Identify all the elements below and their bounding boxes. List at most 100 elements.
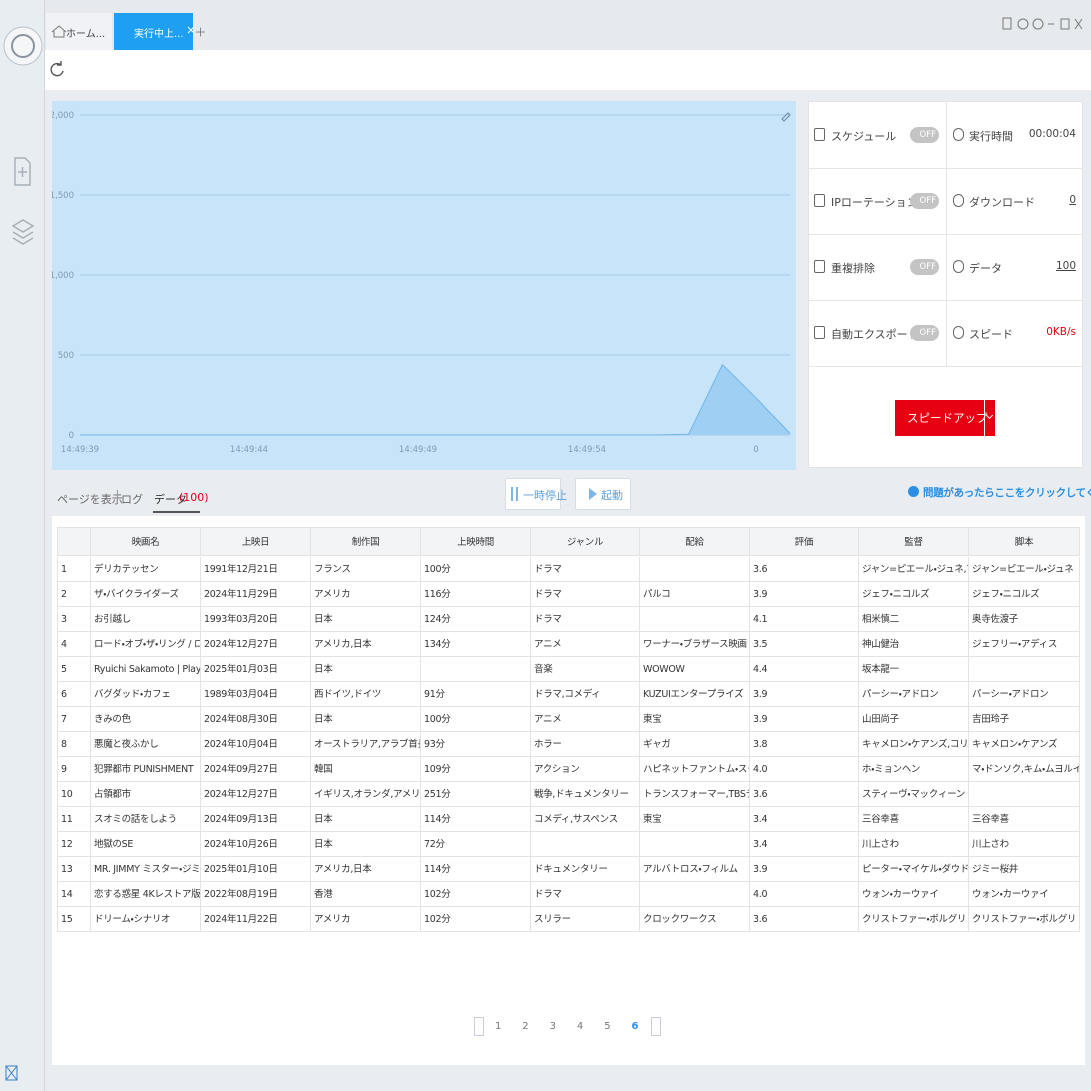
stat-icon	[953, 326, 964, 339]
logo-mark	[11, 34, 35, 58]
table-cell: 東宝	[640, 807, 750, 832]
table-cell: アメリカ,日本	[311, 857, 421, 882]
table-cell: 日本	[311, 832, 421, 857]
table-cell: キャメロン・ケアンズ	[969, 732, 1080, 757]
maximize[interactable]	[1060, 18, 1070, 30]
table-cell: ザ・バイクライダーズ	[91, 582, 201, 607]
table-cell: ジェフリー・アディス	[969, 632, 1080, 657]
dropdown-arrow	[985, 411, 994, 420]
x-tick-label: 0	[753, 445, 758, 455]
page-link[interactable]: 2	[522, 1021, 529, 1032]
table-cell: 神山健治	[859, 632, 969, 657]
table-cell: オーストラリア,アラブ首長国連邦	[311, 732, 421, 757]
table-cell: 三谷幸喜	[969, 807, 1080, 832]
table-cell: アルバトロス・フィルム	[640, 857, 750, 882]
table-cell: 2024年09月27日	[201, 757, 311, 782]
refresh-icon[interactable]	[45, 50, 75, 90]
stat-value[interactable]: 0	[1069, 194, 1076, 206]
table-cell: ジャン=ピエール・ジュネ	[969, 557, 1080, 582]
table-cell: 2024年10月26日	[201, 832, 311, 857]
stat-icon	[814, 326, 825, 339]
table-cell: イギリス,オランダ,アメリカ	[311, 782, 421, 807]
header-cell: 脚本	[969, 527, 1080, 556]
stat-icon	[953, 194, 964, 207]
help-icon[interactable]	[1017, 18, 1029, 30]
stat-label: スケジュール	[831, 130, 897, 143]
table-cell: きみの色	[91, 707, 201, 732]
y-tick-label: 2,000	[52, 111, 74, 121]
header-cell: 評価	[750, 527, 859, 556]
tab[interactable]: ホーム...	[46, 13, 112, 50]
table-cell: 川上さわ	[969, 832, 1080, 857]
bottom-icon[interactable]	[5, 1065, 18, 1081]
table-panel: 映画名 上映日 制作国 上映時間 ジャンル 配給 評価 監督 脚本 1 デリカテッセン 1991年12…	[52, 516, 1085, 1065]
table-cell: 2024年08月30日	[201, 707, 311, 732]
window-chrome	[51, 17, 1083, 38]
tab-underline	[153, 511, 200, 513]
tab-label: ホーム...	[66, 29, 106, 40]
table-cell	[640, 832, 750, 857]
table-cell: 東宝	[640, 707, 750, 732]
new-task-icon[interactable]	[14, 157, 31, 186]
table-cell: 3	[57, 607, 91, 632]
view-tab[interactable]: ページを表示	[57, 493, 123, 506]
table-cell: 3.4	[750, 832, 859, 857]
toggle[interactable]: OFF	[910, 127, 939, 143]
table-cell: 15	[57, 907, 91, 932]
speed-up-button[interactable]: スピードアップ	[895, 400, 995, 436]
table-cell: 3.6	[750, 907, 859, 932]
settings-icon[interactable]	[1032, 18, 1044, 30]
table-cell: 3.5	[750, 632, 859, 657]
page-link[interactable]: 4	[576, 1021, 584, 1032]
table-cell: デリカテッセン	[91, 557, 201, 582]
page-current[interactable]: 6	[631, 1021, 639, 1032]
table-cell: 恋する惑星 4Kレストア版	[91, 882, 201, 907]
start-button[interactable]: 起動	[575, 478, 631, 510]
tab-close[interactable]	[187, 26, 195, 34]
home-icon	[51, 25, 67, 38]
tab-active[interactable]: 実行中上...	[114, 13, 193, 50]
gift-icon[interactable]	[1002, 17, 1012, 30]
play-icon	[589, 488, 597, 500]
table-cell: アニメ	[531, 707, 640, 732]
table-cell: ウォン・カーウァイ	[969, 882, 1080, 907]
view-tab[interactable]: ログ	[121, 493, 143, 506]
page-link[interactable]: 3	[549, 1021, 556, 1032]
next-page[interactable]	[651, 1017, 661, 1036]
toggle[interactable]: OFF	[910, 193, 939, 209]
table-cell: 川上さわ	[859, 832, 969, 857]
layers-icon[interactable]	[11, 219, 35, 245]
pause-button[interactable]: 一時停止	[505, 478, 567, 510]
table-cell: 10	[57, 782, 91, 807]
table-cell: 三谷幸喜	[859, 807, 969, 832]
edit-icon[interactable]	[781, 112, 791, 122]
table-cell: スリラー	[531, 907, 640, 932]
toggle[interactable]: OFF	[910, 325, 939, 341]
table-cell: パーシー・アドロン	[859, 682, 969, 707]
table-cell: 3.9	[750, 582, 859, 607]
page-link[interactable]: 1	[495, 1021, 502, 1032]
table-cell: ジミー桜井	[969, 857, 1080, 882]
table-cell: 1991年12月21日	[201, 557, 311, 582]
table-cell: ウォン・カーウァイ	[859, 882, 969, 907]
prev-page[interactable]	[474, 1017, 484, 1036]
table-cell: 102分	[421, 882, 531, 907]
view-tab-active[interactable]: データ	[154, 493, 187, 506]
table-cell: 251分	[421, 782, 531, 807]
stat-value[interactable]: 100	[1055, 260, 1076, 272]
table-cell: 西ドイツ,ドイツ	[311, 682, 421, 707]
close-window[interactable]	[1074, 18, 1083, 30]
table-cell: 124分	[421, 607, 531, 632]
table-cell: 91分	[421, 682, 531, 707]
stat-icon	[953, 128, 964, 141]
new-tab[interactable]	[196, 27, 205, 37]
table-cell: 1989年03月04日	[201, 682, 311, 707]
page-link[interactable]: 5	[604, 1021, 611, 1032]
table-cell: MR. JIMMY ミスター・ジミー ...	[91, 857, 201, 882]
help-link[interactable]: 問題があったらここをクリックしてください	[923, 487, 1091, 499]
toggle[interactable]: OFF	[910, 259, 939, 275]
table-cell: ホ・ミョンヘン	[859, 757, 969, 782]
table-cell: クリストファー・ボルグリ	[969, 907, 1080, 932]
sidebar-icons	[3, 26, 43, 1081]
